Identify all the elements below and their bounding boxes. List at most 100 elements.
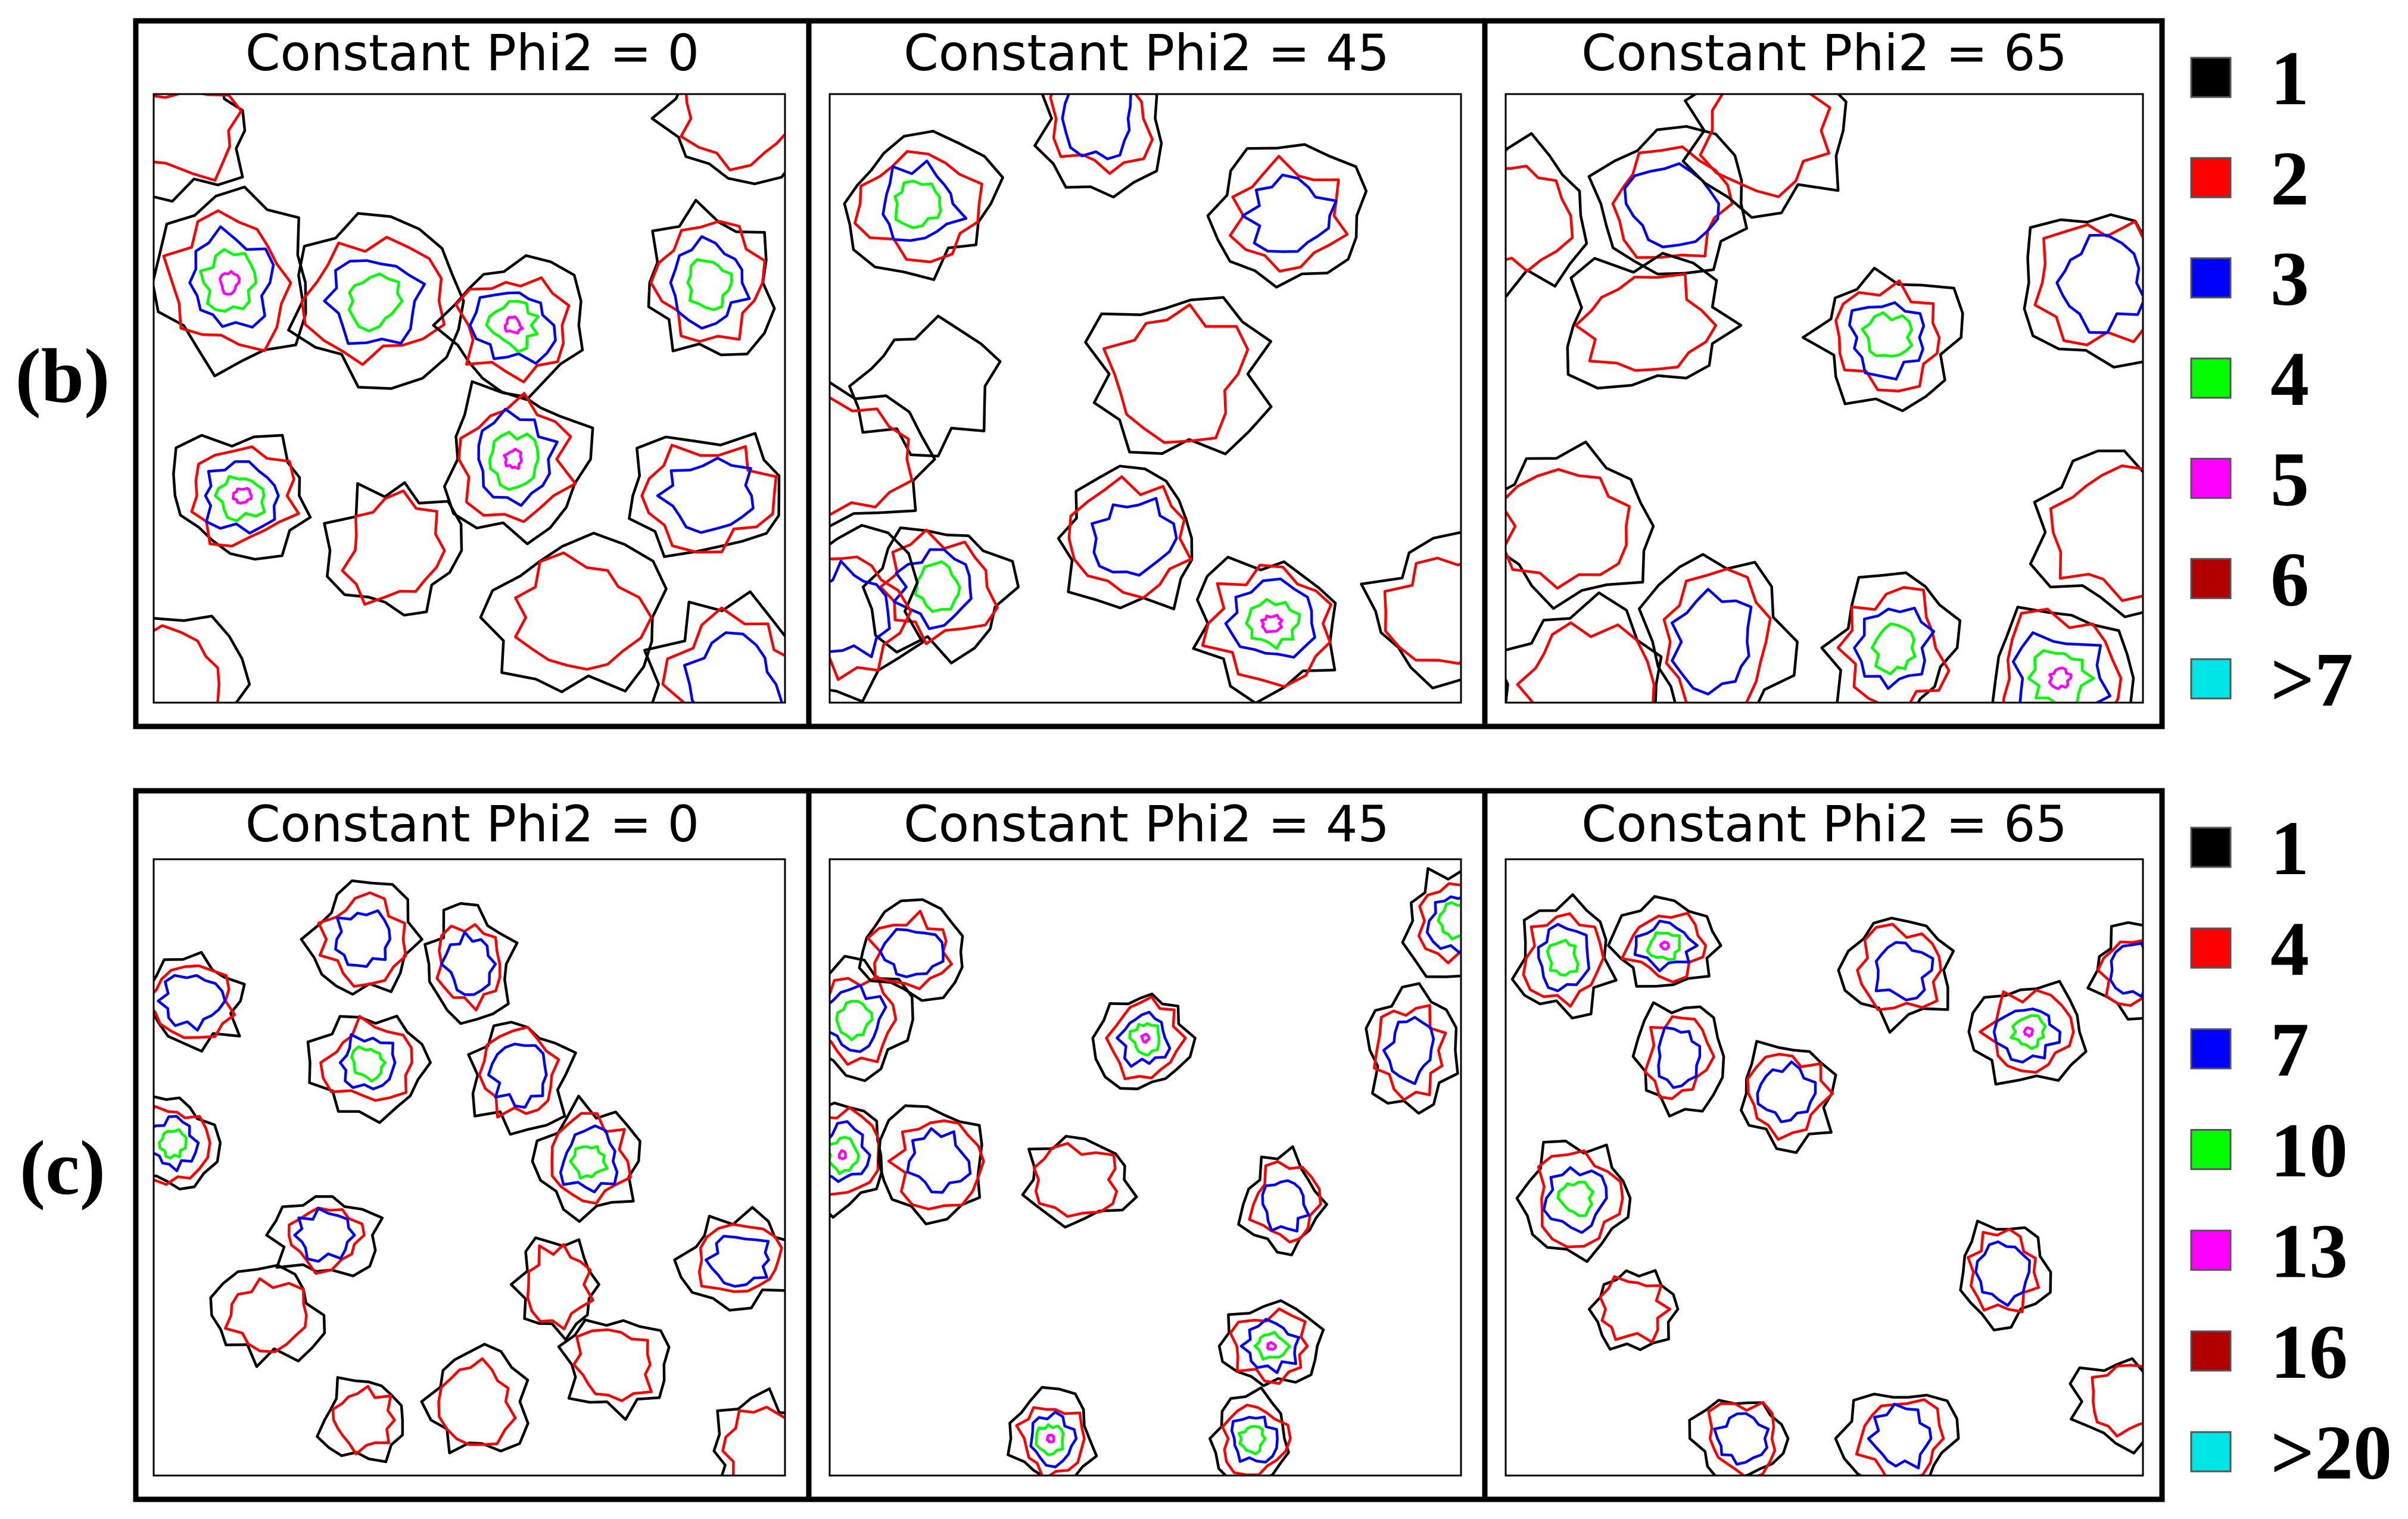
contour-area [1510, 893, 2143, 1476]
contour-line-level-4 [1646, 931, 1681, 961]
panel-title: Constant Phi2 = 45 [904, 795, 1390, 853]
contour-line-level-1 [1837, 916, 1955, 1034]
contour-line-level-2 [1611, 145, 1734, 259]
contour-line-level-5 [503, 447, 523, 470]
contour-line-level-2 [1506, 468, 1631, 590]
legend-label: 1 [2270, 36, 2309, 121]
contour-line-level-3 [468, 291, 557, 365]
contour-line-level-4 [893, 179, 942, 229]
contour-line-level-2 [2033, 220, 2143, 347]
contour-line-level-1 [2029, 450, 2143, 619]
contour-line-level-3 [323, 259, 426, 345]
contour-line-level-2 [1643, 1015, 1715, 1100]
contour-line-level-1 [154, 1095, 222, 1191]
legend-label: 16 [2270, 1309, 2348, 1395]
legend-swatch [2190, 457, 2232, 499]
contour-line-level-1 [1566, 252, 1743, 390]
contour-line-level-3 [830, 984, 887, 1053]
contour-line-level-3 [1261, 1179, 1310, 1233]
row-0: (b) Constant Phi2 = 0 Constant Phi2 = 45 Co… [15, 18, 2353, 729]
contour-line-level-3 [293, 1207, 356, 1263]
contour-line-level-2 [1506, 164, 1574, 273]
contour-line-level-3 [1848, 301, 1926, 381]
contour-line-level-1 [643, 590, 785, 703]
contour-line-level-1 [1217, 1299, 1325, 1387]
contour-line-level-5 [2023, 1026, 2034, 1038]
contour-line-level-2 [1373, 1004, 1447, 1102]
contour-line-level-3 [1853, 606, 1936, 690]
contour-line-level-4 [1245, 598, 1301, 650]
contour-line-level-1 [423, 902, 519, 1025]
legend-swatch [2190, 826, 2232, 868]
contour-line-level-2 [1248, 1160, 1322, 1244]
contour-line-level-2 [154, 624, 220, 703]
contour-line-level-2 [879, 528, 999, 645]
contour-line-level-2 [887, 1119, 985, 1211]
contour-line-level-3 [1116, 1010, 1172, 1068]
panel-title: Constant Phi2 = 65 [1581, 795, 2067, 853]
contour-line-level-1 [531, 1094, 641, 1223]
contour-line-level-2 [661, 606, 785, 703]
contour-line-level-3 [157, 974, 227, 1032]
panel-title: Constant Phi2 = 0 [245, 24, 699, 82]
contour-line-level-2 [457, 392, 577, 523]
contour-line-level-1 [1801, 266, 1964, 413]
contour-line-level-2 [1620, 912, 1708, 984]
contour-line-level-1 [1959, 1219, 2052, 1331]
contour-line-level-2 [1516, 621, 1656, 703]
legend-label: 1 [2270, 806, 2309, 891]
contour-line-level-2 [2091, 1364, 2143, 1438]
contour-line-level-2 [1049, 94, 1154, 175]
panel-title: Constant Phi2 = 0 [245, 795, 699, 853]
legend-swatch [2190, 558, 2232, 600]
contour-line-level-2 [1229, 1307, 1309, 1385]
contour-line-level-3 [1974, 1240, 2031, 1307]
panel-0-0: Constant Phi2 = 0 [133, 18, 812, 729]
contour-line-level-4 [1128, 1022, 1161, 1057]
contour-line-level-3 [892, 548, 973, 631]
contour-line-level-2 [1967, 1227, 2041, 1314]
contour-line-level-3 [2109, 941, 2143, 998]
contour-line-level-2 [1746, 1053, 1834, 1141]
legend-label: 10 [2270, 1108, 2348, 1194]
contour-area [154, 879, 785, 1476]
contour-line-level-2 [154, 964, 236, 1039]
legend-label: >20 [2270, 1410, 2392, 1496]
panel-1-0: Constant Phi2 = 0 [133, 788, 812, 1502]
panel-title: Constant Phi2 = 45 [904, 24, 1390, 82]
contour-line-level-1 [1206, 143, 1368, 289]
contour-line-level-4 [1861, 311, 1914, 358]
legend-label: 2 [2270, 136, 2309, 222]
contour-line-level-2 [640, 444, 778, 554]
contour-line-level-2 [1537, 1149, 1624, 1249]
panel-title: Constant Phi2 = 65 [1581, 24, 2067, 82]
contour-line-level-4 [213, 475, 266, 522]
contour-line-level-5 [1266, 1341, 1278, 1351]
plot-border [828, 858, 1462, 1477]
contour-line-level-1 [861, 526, 1020, 665]
contour-line-level-5 [1140, 1033, 1151, 1044]
contour-line-level-1 [1084, 296, 1273, 456]
contour-line-level-4 [350, 1045, 387, 1083]
contour-line-level-4 [1237, 1425, 1267, 1455]
contour-line-level-4 [1437, 901, 1461, 941]
legend-label: 4 [2270, 336, 2309, 422]
contour-line-level-1 [1587, 125, 1748, 276]
plot-border [152, 858, 786, 1477]
contour-line-level-2 [331, 1384, 396, 1456]
contour-line-level-4 [485, 300, 540, 353]
contour-line-level-2 [830, 555, 912, 681]
contour-line-level-2 [154, 1105, 211, 1186]
contour-line-level-3 [1874, 941, 1935, 1002]
contour-line-level-2 [1979, 988, 2075, 1074]
contour-area [830, 94, 1461, 703]
contour-line-level-1 [647, 198, 776, 357]
panel-0-2: Constant Phi2 = 65 [1482, 18, 2165, 729]
contour-line-level-2 [1522, 912, 1605, 1008]
contour-line-level-1 [557, 1318, 671, 1421]
panel-frame [1482, 788, 2165, 1502]
contour-line-level-3 [1623, 162, 1720, 249]
contour-line-level-2 [1105, 996, 1187, 1081]
contour-line-level-3 [1756, 1060, 1817, 1124]
